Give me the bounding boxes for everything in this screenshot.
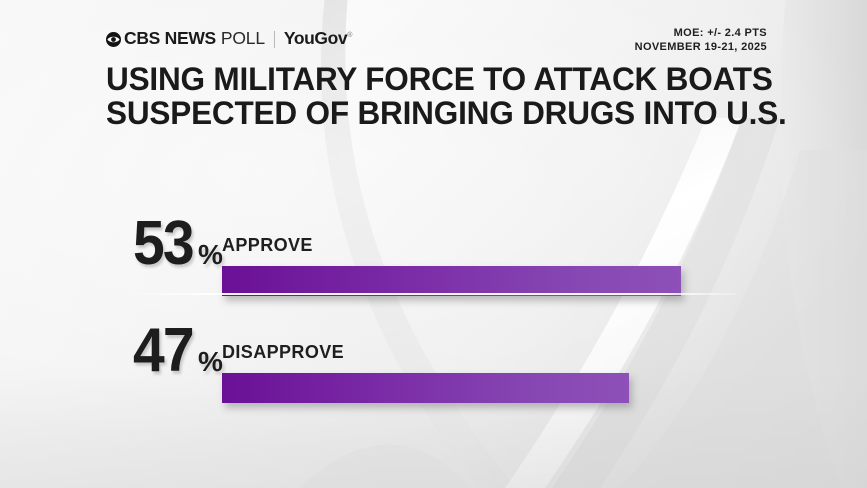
row-divider xyxy=(137,293,737,295)
bar-disapprove xyxy=(222,373,630,403)
bar-chart: 53 % APPROVE 47 % DISAPPROVE xyxy=(0,196,867,410)
value-disapprove: 47 % xyxy=(133,316,223,386)
value-number-approve: 53 xyxy=(133,209,195,279)
poll-meta: MOE: +/- 2.4 PTS NOVEMBER 19-21, 2025 xyxy=(635,26,767,54)
logo-divider xyxy=(273,30,275,48)
bar-approve xyxy=(222,266,682,296)
margin-of-error: MOE: +/- 2.4 PTS xyxy=(673,27,767,39)
bar-track-disapprove xyxy=(222,373,742,403)
title-line-2: SUSPECTED OF BRINGING DRUGS INTO U.S. xyxy=(106,95,787,131)
title-line-1: USING MILITARY FORCE TO ATTACK BOATS xyxy=(106,61,773,97)
bar-label-approve: APPROVE xyxy=(222,235,313,255)
page-title: USING MILITARY FORCE TO ATTACK BOATS SUS… xyxy=(106,62,806,130)
bar-label-disapprove: DISAPPROVE xyxy=(222,342,345,362)
percent-sign-disapprove: % xyxy=(197,346,223,378)
field-dates: NOVEMBER 19-21, 2025 xyxy=(634,41,767,53)
logo-yougov-text: YouGov xyxy=(283,28,348,49)
logo-poll: POLL xyxy=(220,28,265,49)
logo-yougov-trademark: ® xyxy=(347,32,353,40)
cbs-eye-icon xyxy=(106,31,121,47)
chart-row-approve: 53 % APPROVE xyxy=(0,196,867,303)
bar-track-approve xyxy=(222,266,742,296)
header: CBS NEWS POLL YouGov® MOE: +/- 2.4 PTS N… xyxy=(106,26,767,58)
percent-sign-approve: % xyxy=(197,239,223,271)
chart-row-disapprove: 47 % DISAPPROVE xyxy=(0,303,867,410)
poll-branding: CBS NEWS POLL YouGov® xyxy=(106,28,352,50)
value-number-disapprove: 47 xyxy=(133,316,195,386)
logo-yougov: YouGov® xyxy=(283,28,353,49)
value-approve: 53 % xyxy=(133,209,223,279)
logo-cbs-news: CBS NEWS xyxy=(124,28,216,49)
